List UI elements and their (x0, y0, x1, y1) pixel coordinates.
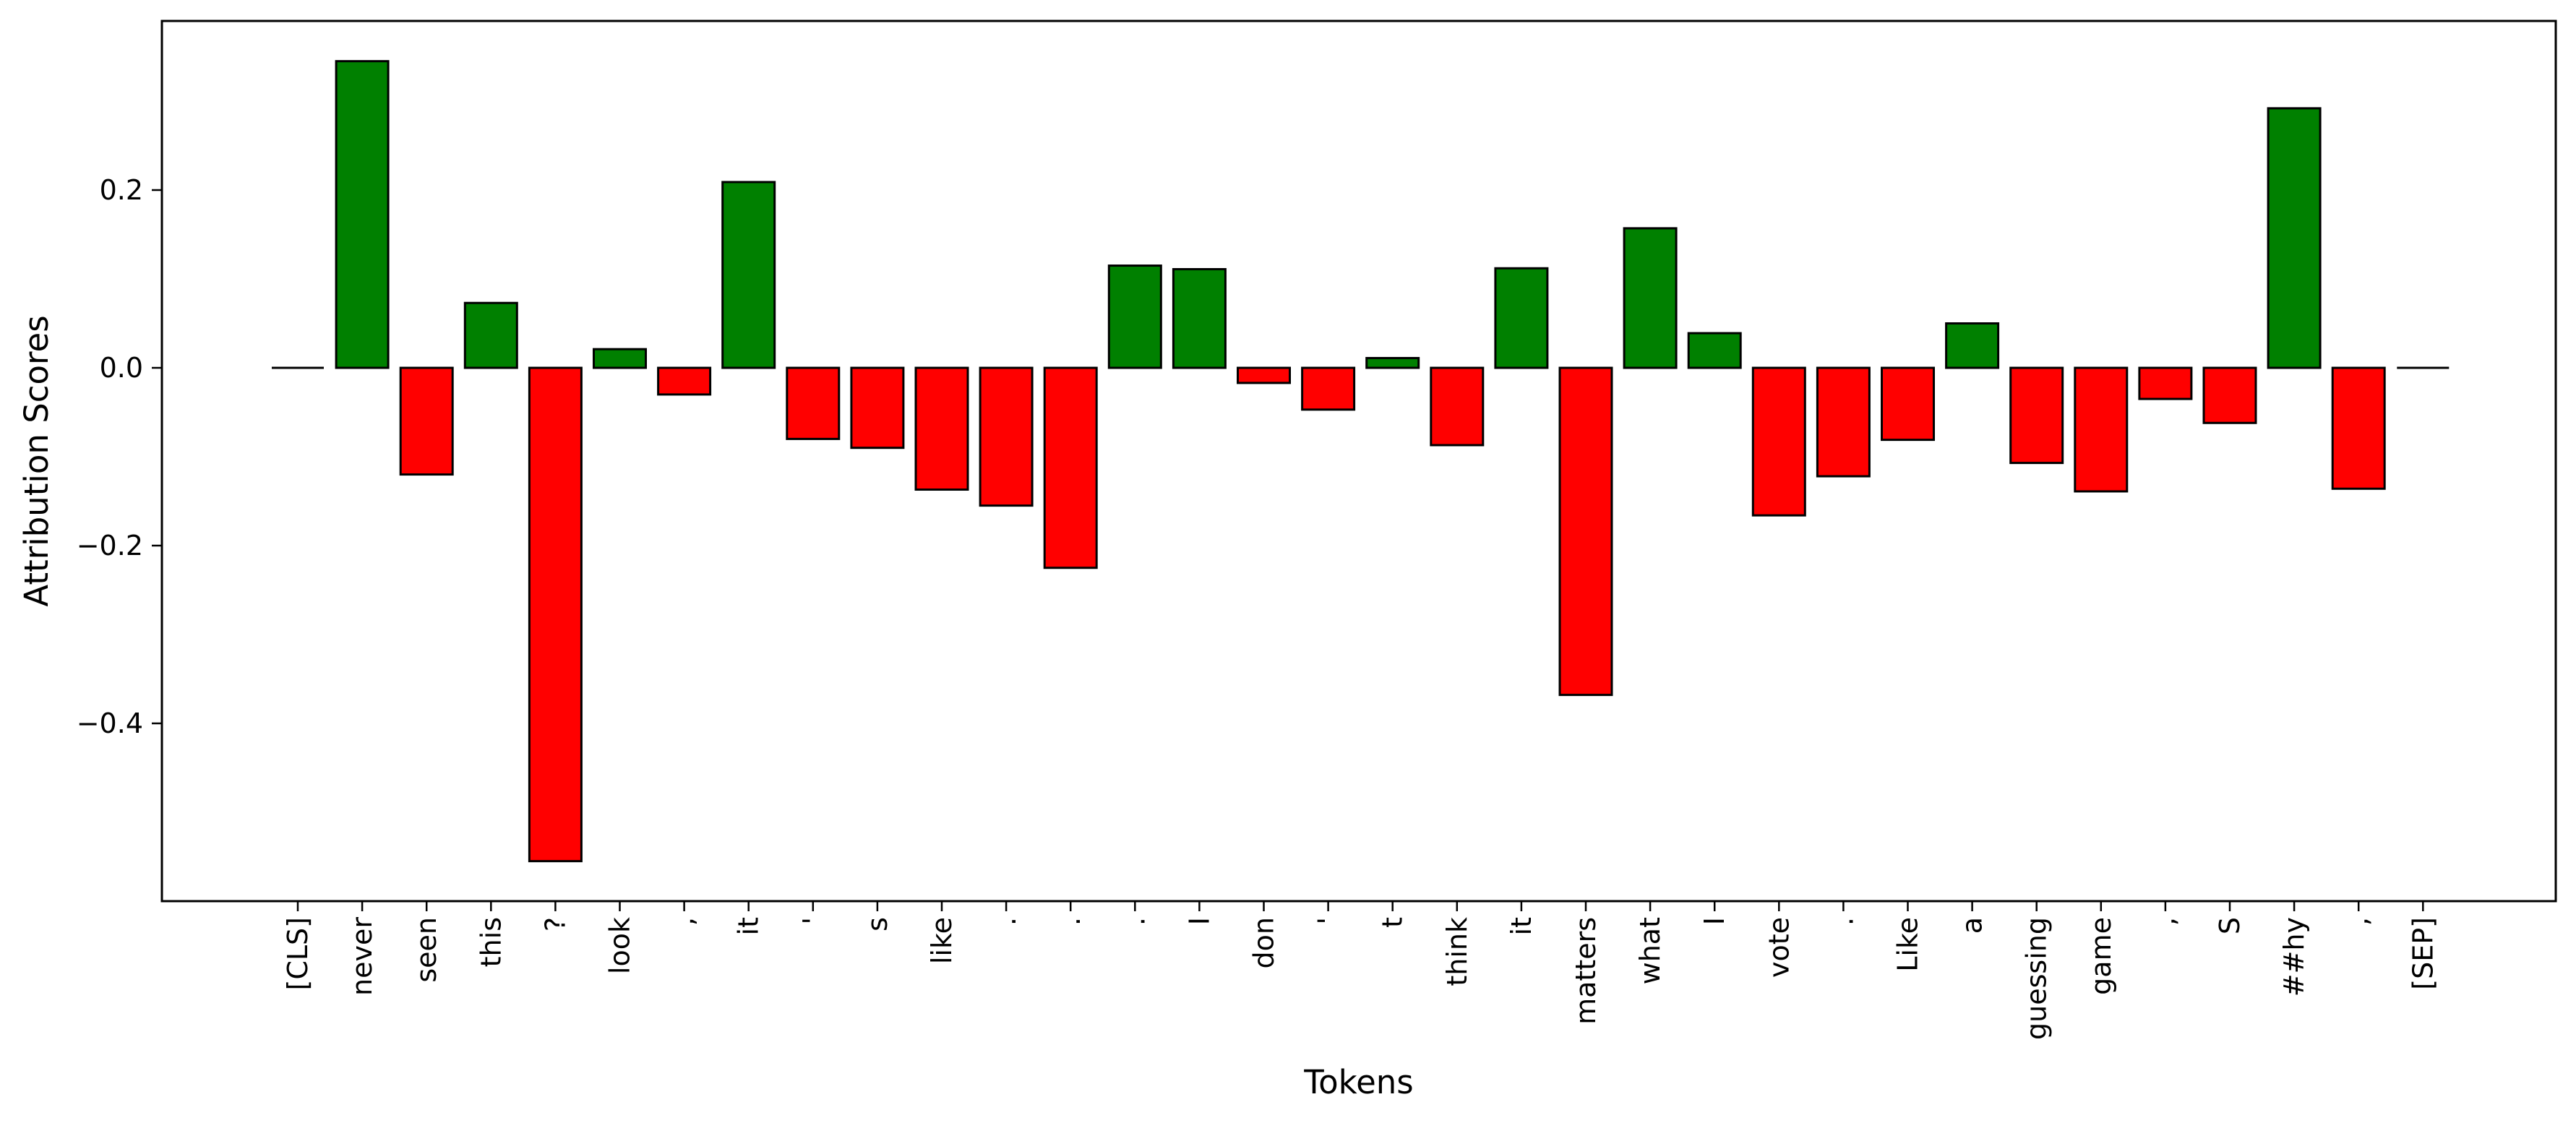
bar-5 (593, 348, 647, 369)
bar-20 (1558, 366, 1613, 697)
x-tick-label-27: guessing (2021, 917, 2053, 1040)
x-tick-label-30: S (2214, 917, 2246, 934)
y-tick-label-0: −0.4 (77, 707, 143, 739)
bar-24 (1816, 366, 1871, 478)
bar-6 (657, 366, 712, 396)
x-tick-label-24: . (1827, 917, 1859, 926)
x-tick-label-18: think (1441, 917, 1473, 986)
x-tick-label-32: , (2343, 917, 2374, 926)
x-tick-label-1: never (346, 917, 378, 996)
x-tick-label-7: it (733, 917, 765, 935)
x-tick-label-25: Like (1892, 917, 1924, 972)
bar-22 (1687, 332, 1742, 369)
bar-9 (850, 366, 905, 449)
bar-3 (463, 301, 518, 369)
x-tick-label-0: [CLS] (282, 917, 314, 990)
bar-14 (1172, 267, 1227, 369)
bar-29 (2138, 366, 2193, 400)
bar-11 (979, 366, 1034, 507)
x-tick-label-10: like (926, 917, 958, 964)
bar-27 (2009, 366, 2064, 465)
bar-15 (1237, 366, 1291, 384)
bar-16 (1301, 366, 1356, 411)
bar-28 (2074, 366, 2129, 493)
x-tick-label-2: seen (411, 917, 442, 983)
x-tick-label-12: . (1055, 917, 1086, 926)
y-ticks-group: −0.4 −0.2 0.0 0.2 (77, 174, 162, 739)
bar-8 (786, 366, 841, 440)
bar-23 (1751, 366, 1806, 517)
bar-13 (1107, 264, 1162, 369)
x-tick-label-16: ' (1313, 917, 1344, 924)
bar-18 (1430, 366, 1485, 447)
x-tick-label-3: this (475, 917, 507, 967)
bar-21 (1623, 227, 1678, 369)
bar-7 (721, 181, 776, 369)
x-tick-label-9: s (862, 917, 893, 931)
bar-17 (1365, 356, 1420, 369)
x-tick-label-26: a (1957, 917, 1988, 934)
bar-12 (1043, 366, 1098, 569)
x-tick-label-23: vote (1763, 917, 1795, 978)
x-tick-label-4: ? (539, 917, 571, 931)
plot-frame (160, 20, 2557, 903)
y-tick-label-2: 0.0 (100, 352, 143, 384)
x-tick-label-21: what (1634, 917, 1666, 984)
x-tick-label-28: game (2085, 917, 2117, 995)
x-tick-label-33: [SEP] (2407, 917, 2439, 990)
y-tick-label-3: 0.2 (100, 174, 143, 206)
x-axis-label: Tokens (1303, 1063, 1413, 1101)
x-tick-label-17: t (1377, 917, 1409, 928)
x-tick-label-20: matters (1570, 917, 1602, 1025)
x-tick-label-29: , (2150, 917, 2181, 926)
x-tick-label-13: . (1119, 917, 1151, 926)
y-axis-label: Attribution Scores (17, 315, 56, 606)
bar-2 (399, 366, 454, 476)
x-tick-label-19: it (1506, 917, 1537, 935)
x-tick-label-14: I (1183, 917, 1215, 925)
bar-10 (914, 366, 969, 491)
bar-19 (1494, 267, 1549, 369)
x-tick-label-31: ##hy (2278, 917, 2310, 997)
bars-group (272, 60, 2450, 863)
bar-32 (2331, 366, 2386, 490)
y-tick-label-1: −0.2 (77, 530, 143, 562)
x-tick-label-8: ' (797, 917, 829, 924)
x-tick-label-15: don (1248, 917, 1280, 968)
bar-1 (335, 60, 390, 369)
bar-25 (1881, 366, 1935, 442)
bar-30 (2202, 366, 2257, 424)
x-tick-label-22: I (1699, 917, 1730, 925)
x-tick-label-11: . (990, 917, 1022, 926)
bar-4 (528, 366, 583, 863)
bar-31 (2267, 107, 2322, 369)
x-tick-label-6: , (669, 917, 700, 926)
bar-26 (1945, 322, 2000, 369)
x-tick-label-5: look (604, 917, 636, 974)
